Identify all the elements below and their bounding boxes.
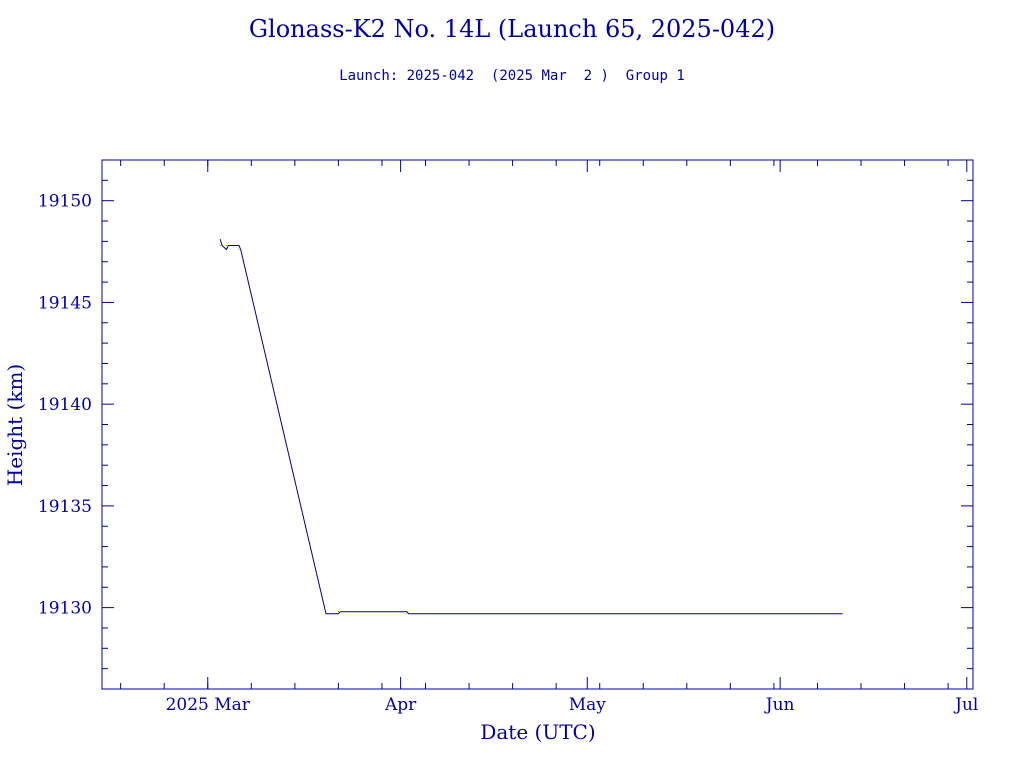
x-tick-label: May	[569, 695, 607, 715]
data-point	[219, 245, 221, 246]
y-tick-label: 19130	[38, 599, 92, 619]
y-tick-label: 19140	[38, 395, 92, 415]
data-point	[226, 249, 227, 250]
data-point	[219, 238, 221, 240]
data-point	[406, 613, 408, 615]
data-point	[406, 611, 408, 613]
chart-subtitle: Launch: 2025-042 (2025 Mar 2 ) Group 1	[339, 68, 685, 84]
x-axis-tick-labels: 2025 Mar Apr May Jun Jul	[166, 695, 979, 715]
series-line	[219, 239, 843, 615]
y-tick-label: 19135	[38, 497, 92, 517]
data-point	[232, 245, 234, 246]
data-point	[226, 245, 227, 246]
data-point	[325, 613, 327, 615]
y-tick-label: 19150	[38, 192, 92, 212]
data-point	[238, 245, 240, 246]
data-point	[338, 613, 339, 615]
x-tick-label: Jul	[953, 695, 978, 715]
data-point	[841, 613, 843, 615]
series-layer	[219, 238, 843, 615]
y-axis-tick-labels: 19130 19135 19140 19145 19150	[38, 192, 92, 619]
data-point	[338, 611, 339, 613]
x-tick-label: Jun	[764, 695, 795, 715]
x-tick-label: 2025 Mar	[166, 695, 251, 715]
chart-title: Glonass-K2 No. 14L (Launch 65, 2025-042)	[249, 15, 775, 43]
x-axis-ticks	[120, 160, 968, 689]
y-tick-label: 19145	[38, 293, 92, 313]
x-axis-label: Date (UTC)	[480, 720, 595, 744]
data-point	[238, 249, 240, 250]
y-axis-ticks	[102, 159, 973, 690]
plot-frame	[101, 159, 974, 690]
y-axis-label: Height (km)	[3, 364, 27, 486]
x-tick-label: Apr	[384, 695, 417, 715]
